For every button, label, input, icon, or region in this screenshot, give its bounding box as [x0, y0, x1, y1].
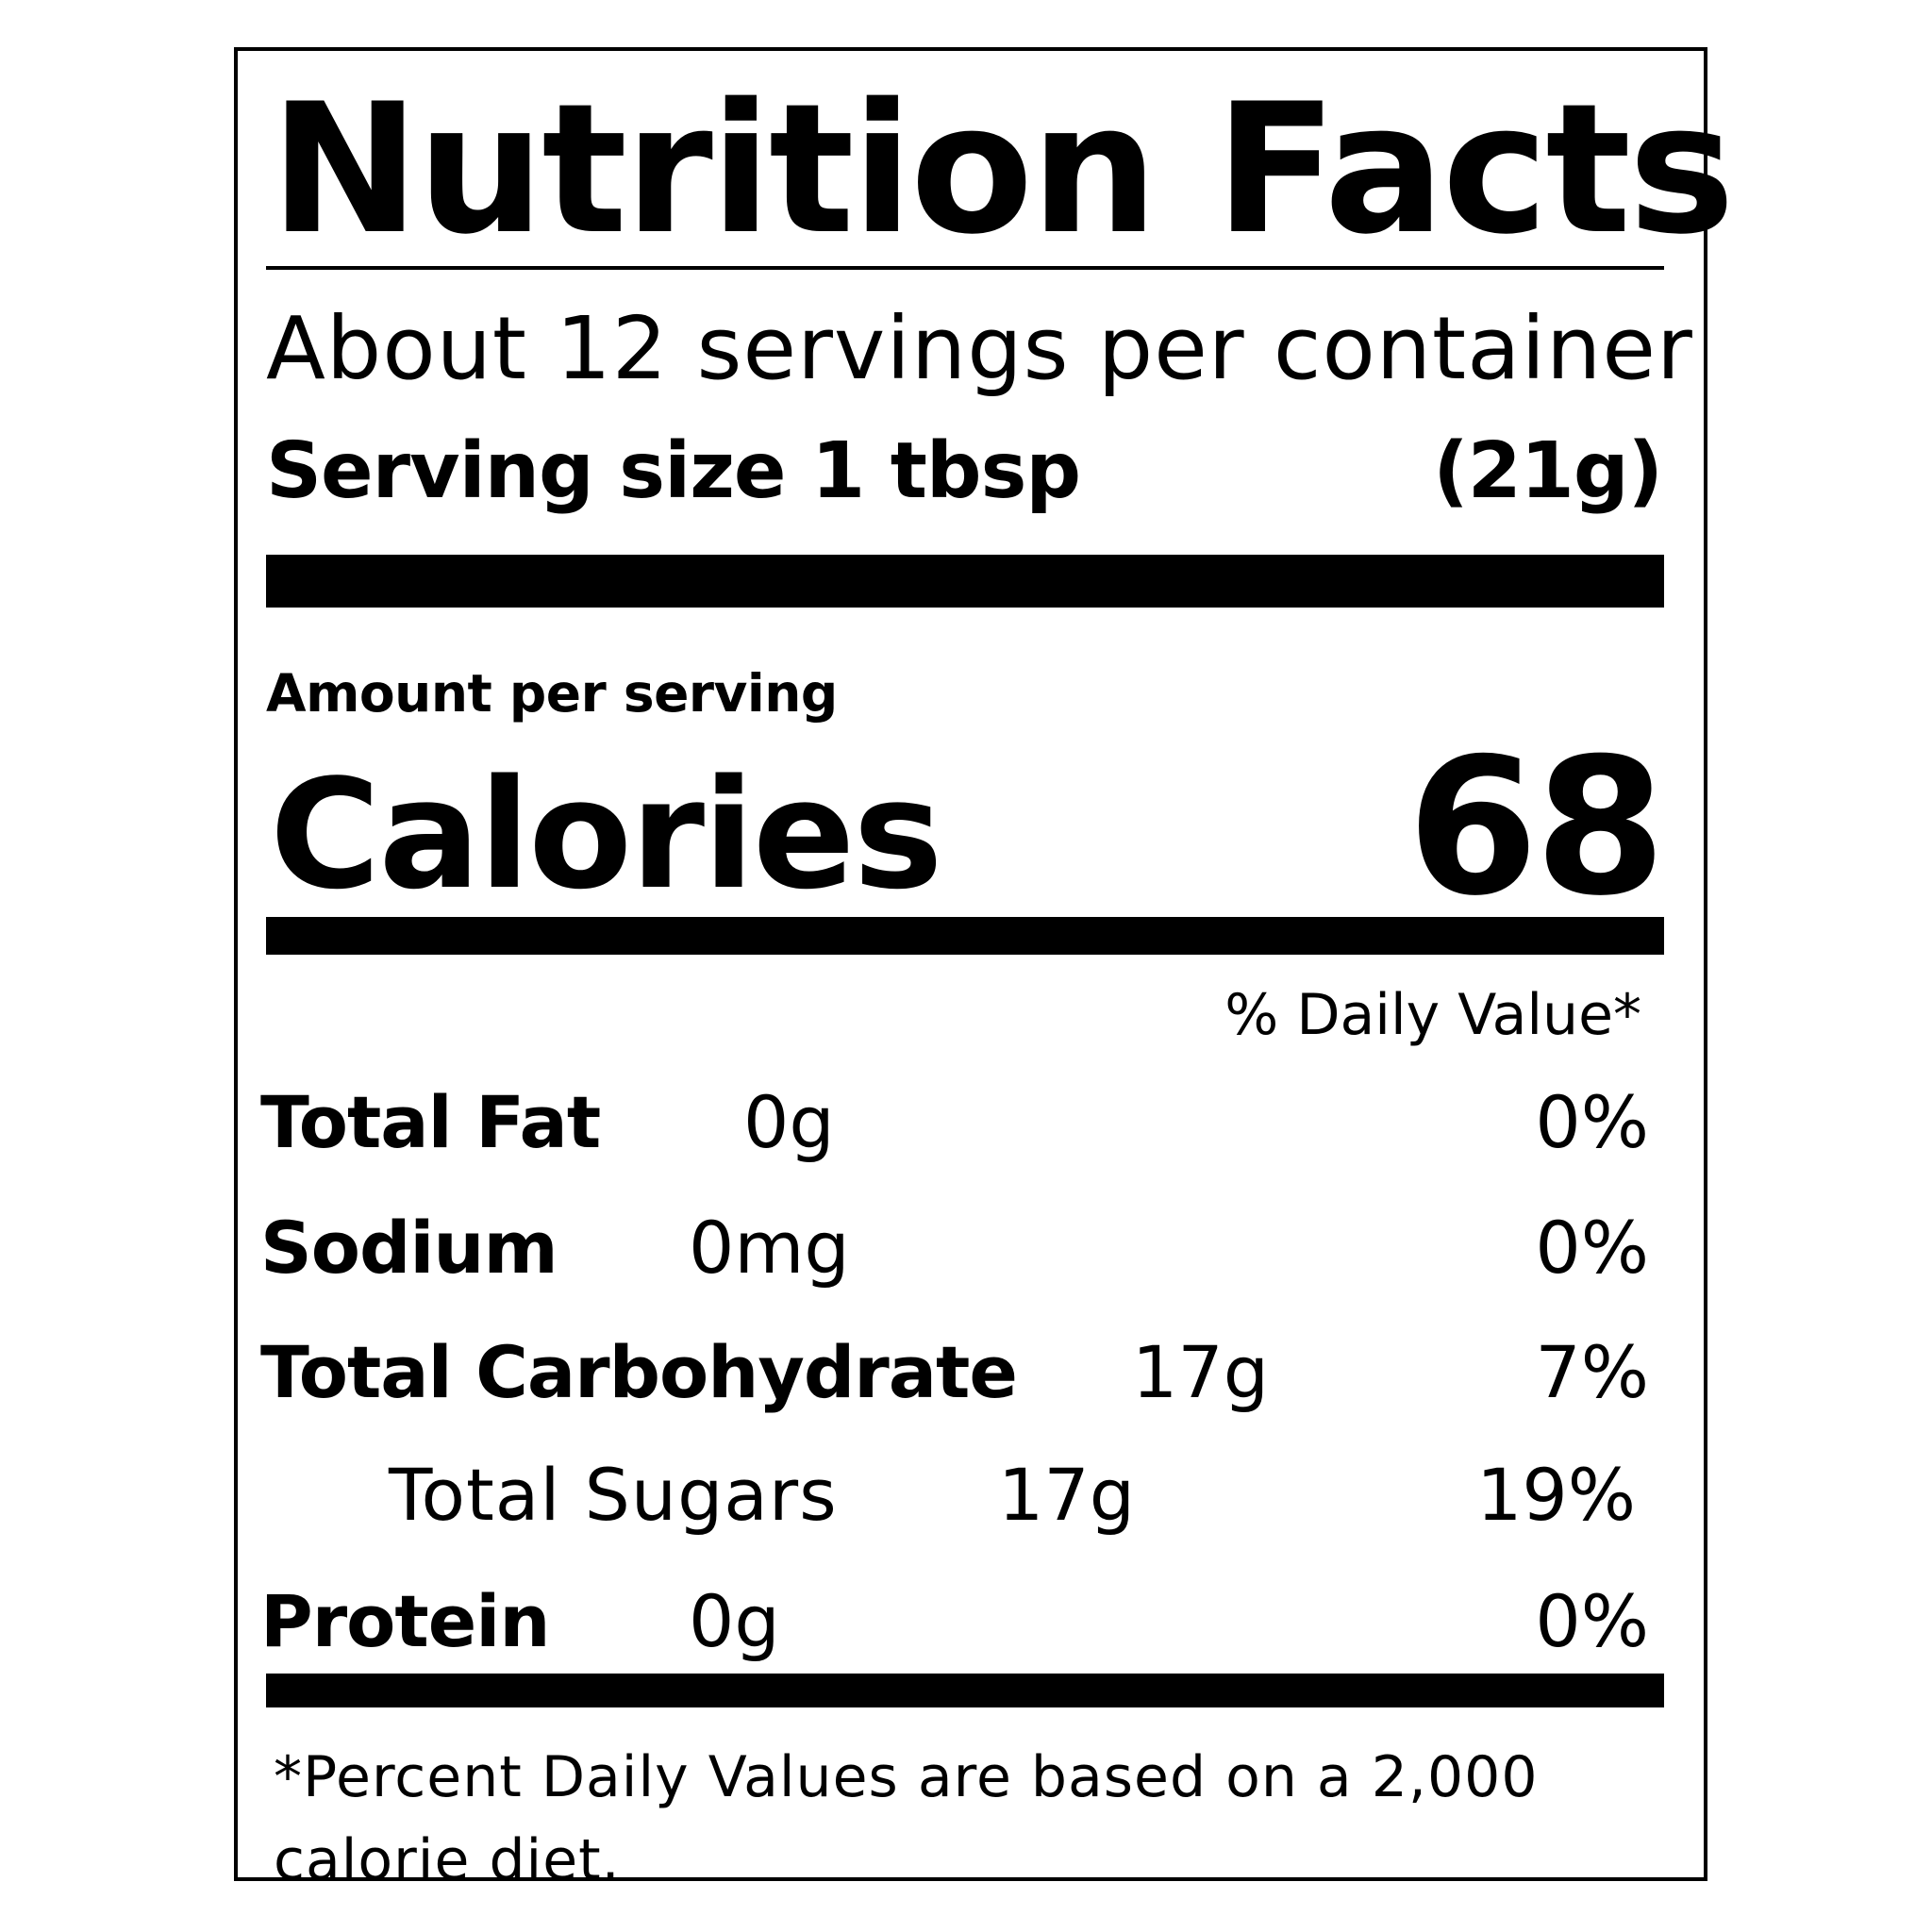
serving-size-value: (21g) [1433, 426, 1663, 516]
label-title: Nutrition Facts [270, 65, 1735, 274]
nutrient-name-sodium: Sodium [260, 1206, 558, 1290]
footnote: *Percent Daily Values are based on a 2,0… [274, 1744, 1539, 1893]
nutrient-amount-total-sugars: 17g [998, 1453, 1135, 1537]
nutrient-name-total-carbohydrate: Total Carbohydrate [260, 1330, 1018, 1414]
nutrient-amount-protein: 0g [689, 1579, 780, 1663]
calories-label: Calories [270, 746, 943, 923]
nutrient-dv-sodium: 0% [1535, 1206, 1649, 1290]
nutrient-amount-sodium: 0mg [689, 1206, 850, 1290]
serving-size-label: Serving size 1 tbsp [266, 426, 1081, 516]
nutrient-name-protein: Protein [260, 1579, 550, 1663]
servings-per-container: About 12 servings per container [266, 298, 1693, 399]
thick-divider-bottom [266, 1674, 1664, 1707]
calories-value: 68 [1407, 718, 1666, 938]
nutrient-dv-total-carbohydrate: 7% [1535, 1330, 1649, 1414]
nutrient-dv-total-fat: 0% [1535, 1080, 1649, 1164]
nutrient-amount-total-fat: 0g [743, 1080, 835, 1164]
thick-divider-top [266, 555, 1664, 608]
nutrient-dv-total-sugars: 19% [1476, 1453, 1636, 1537]
thick-divider-calories [266, 917, 1664, 955]
nutrient-name-total-fat: Total Fat [260, 1080, 601, 1164]
nutrient-dv-protein: 0% [1535, 1579, 1649, 1663]
daily-value-header: % Daily Value* [1224, 982, 1641, 1048]
amount-per-serving: Amount per serving [266, 663, 838, 724]
nutrient-amount-total-carbohydrate: 17g [1132, 1330, 1269, 1414]
nutrient-name-total-sugars: Total Sugars [389, 1453, 838, 1537]
title-divider [266, 266, 1664, 270]
nutrition-label [234, 47, 1707, 1881]
